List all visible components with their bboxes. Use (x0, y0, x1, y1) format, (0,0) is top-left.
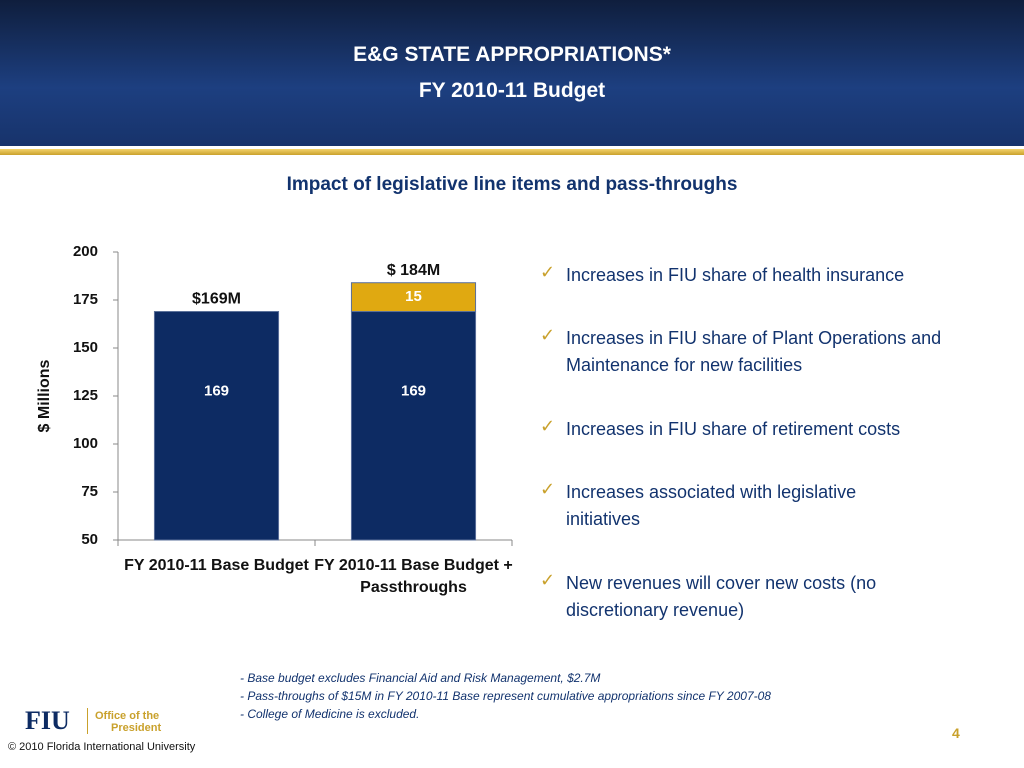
bullet: Increases in FIU share of retirement cos… (566, 419, 901, 439)
total-label: $169M (192, 291, 241, 308)
office: Office of the (95, 710, 160, 722)
page-number: 4 (952, 725, 960, 741)
y-tick-label: 50 (81, 531, 98, 548)
y-axis-label: $ Millions (36, 359, 53, 432)
footnote: - College of Medicine is excluded. (240, 707, 420, 721)
chart: 50 75 100 125 150 175 200 $ Millions 169 $169M 169… (36, 243, 513, 548)
value-label: 15 (405, 288, 422, 305)
copyright: © 2010 Florida International University (8, 741, 196, 753)
subtitle: Impact of legislative line items and pas… (286, 174, 738, 195)
office: President (111, 722, 162, 734)
bullet: New revenues will cover new costs (no di… (566, 573, 877, 620)
x-tick-label: FY 2010-11 Base Budget + Passthroughs (314, 557, 513, 596)
y-tick-label: 150 (73, 339, 98, 356)
y-tick-label: 75 (81, 483, 98, 500)
check: ✓ (540, 325, 556, 345)
y-tick-label: 100 (73, 435, 98, 452)
check: ✓ (540, 416, 556, 436)
y-tick-label: 175 (73, 291, 98, 308)
total-label: $ 184M (387, 262, 440, 279)
bar (350, 282, 477, 313)
gold-rule (0, 149, 1024, 155)
y-tick-label: 200 (73, 243, 98, 260)
value-label: 169 (204, 382, 229, 399)
bullet: Increases associated with legislative in… (566, 482, 857, 529)
check: ✓ (540, 570, 556, 590)
value-label: 169 (401, 382, 426, 399)
footnote: - Base budget excludes Financial Aid and… (240, 671, 601, 685)
header-band (0, 0, 1024, 146)
check: ✓ (540, 479, 556, 499)
bar (350, 311, 477, 541)
title: E&G STATE APPROPRIATIONS* (353, 43, 671, 66)
x-tick-label: FY 2010-11 Base Budget (124, 557, 309, 574)
check: ✓ (540, 262, 556, 282)
bullet: Increases in FIU share of Plant Operatio… (566, 328, 942, 375)
logo: FIU (25, 706, 70, 735)
bullet: Increases in FIU share of health insuran… (566, 265, 905, 285)
logo-divider (87, 708, 88, 734)
y-tick-label: 125 (73, 387, 98, 404)
footnote: - Pass-throughs of $15M in FY 2010-11 Ba… (240, 689, 771, 703)
title: FY 2010-11 Budget (418, 79, 606, 102)
bar (153, 311, 280, 541)
